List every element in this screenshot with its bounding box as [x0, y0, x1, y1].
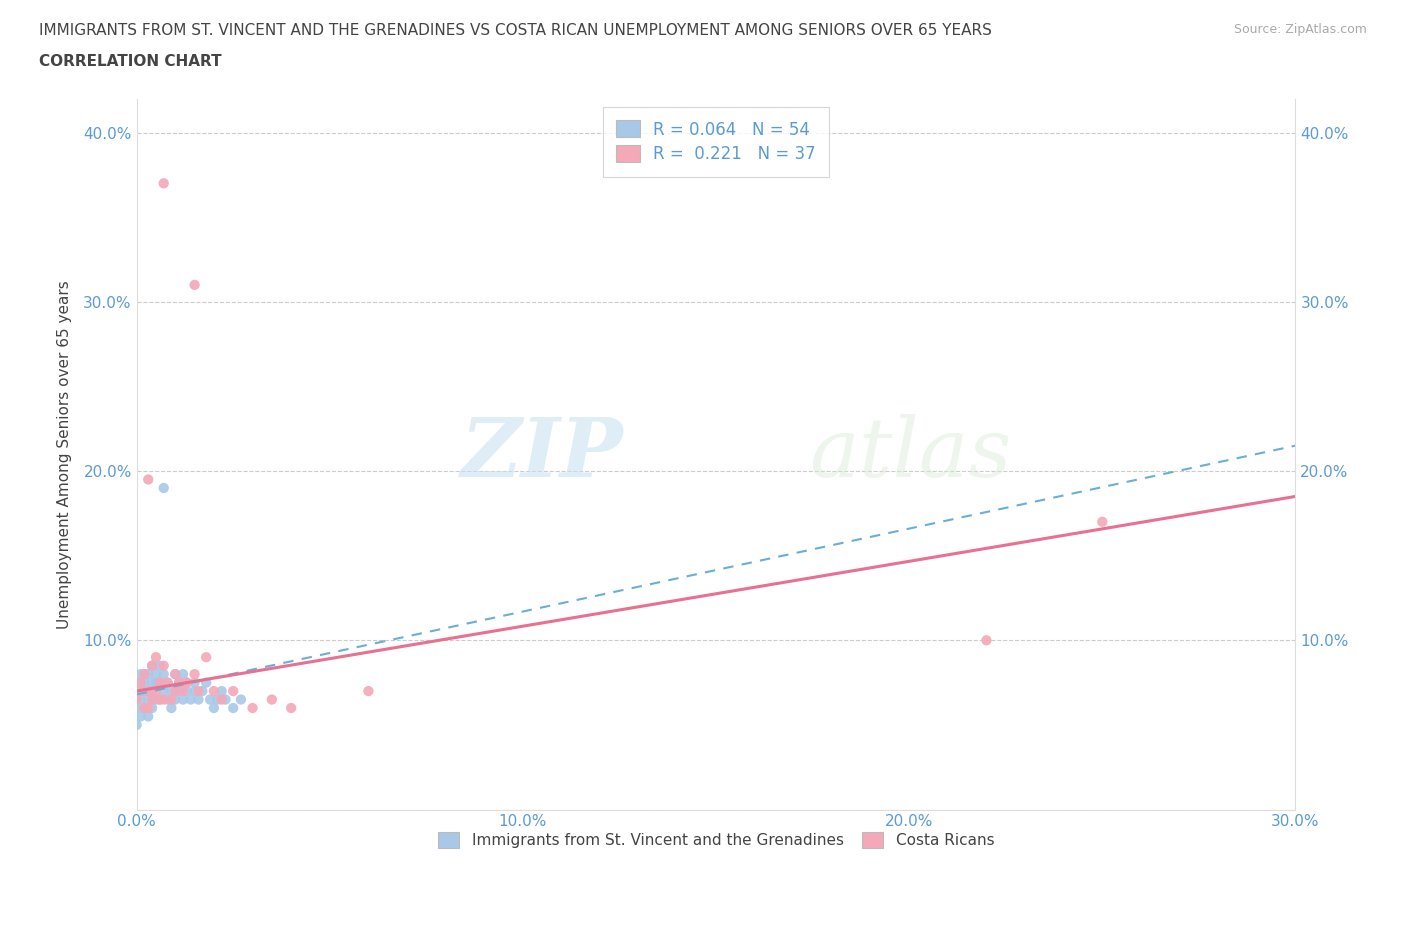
Point: [136, 684, 159, 698]
Point: [167, 675, 190, 690]
Point: [145, 650, 167, 665]
Point: [1091, 514, 1114, 529]
Point: [167, 675, 190, 690]
Point: [180, 692, 202, 707]
Point: [160, 692, 183, 707]
Point: [152, 667, 174, 682]
Point: [176, 675, 198, 690]
Point: [136, 684, 159, 698]
Point: [172, 692, 194, 707]
Point: [129, 692, 152, 707]
Point: [125, 717, 148, 732]
Point: [129, 675, 152, 690]
Point: [134, 700, 156, 715]
Point: [152, 481, 174, 496]
Point: [145, 692, 167, 707]
Point: [202, 684, 225, 698]
Point: [134, 667, 156, 682]
Point: [134, 667, 156, 682]
Point: [183, 675, 205, 690]
Point: [129, 675, 152, 690]
Point: [149, 675, 172, 690]
Point: [172, 684, 194, 698]
Point: [176, 684, 198, 698]
Point: [176, 675, 198, 690]
Point: [211, 684, 233, 698]
Point: [156, 692, 179, 707]
Point: [145, 684, 167, 698]
Point: [260, 692, 283, 707]
Point: [136, 472, 159, 487]
Point: [129, 667, 152, 682]
Point: [191, 684, 214, 698]
Point: [195, 675, 218, 690]
Point: [187, 684, 209, 698]
Point: [149, 675, 172, 690]
Point: [152, 684, 174, 698]
Point: [222, 684, 245, 698]
Point: [165, 692, 187, 707]
Point: [152, 692, 174, 707]
Point: [136, 667, 159, 682]
Point: [145, 675, 167, 690]
Point: [149, 692, 172, 707]
Point: [207, 692, 229, 707]
Point: [156, 675, 179, 690]
Point: [229, 692, 252, 707]
Point: [125, 700, 148, 715]
Point: [129, 684, 152, 698]
Text: IMMIGRANTS FROM ST. VINCENT AND THE GRENADINES VS COSTA RICAN UNEMPLOYMENT AMONG: IMMIGRANTS FROM ST. VINCENT AND THE GREN…: [39, 23, 993, 38]
Point: [198, 692, 221, 707]
Point: [242, 700, 264, 715]
Point: [976, 632, 998, 647]
Point: [160, 684, 183, 698]
Text: CORRELATION CHART: CORRELATION CHART: [39, 54, 222, 69]
Point: [183, 277, 205, 292]
Point: [195, 650, 218, 665]
Legend: Immigrants from St. Vincent and the Grenadines, Costa Ricans: Immigrants from St. Vincent and the Gren…: [427, 821, 1005, 858]
Point: [183, 667, 205, 682]
Text: ZIP: ZIP: [461, 414, 623, 494]
Point: [187, 692, 209, 707]
Point: [141, 700, 163, 715]
Point: [141, 684, 163, 698]
Point: [149, 692, 172, 707]
Point: [156, 675, 179, 690]
Point: [134, 684, 156, 698]
Point: [183, 684, 205, 698]
Point: [141, 658, 163, 673]
Point: [141, 692, 163, 707]
Point: [129, 684, 152, 698]
Point: [152, 658, 174, 673]
Point: [134, 675, 156, 690]
Point: [125, 692, 148, 707]
Point: [202, 700, 225, 715]
Point: [136, 700, 159, 715]
Point: [160, 700, 183, 715]
Point: [149, 658, 172, 673]
Point: [145, 667, 167, 682]
Point: [134, 700, 156, 715]
Point: [280, 700, 302, 715]
Point: [165, 667, 187, 682]
Point: [152, 176, 174, 191]
Point: [165, 684, 187, 698]
Point: [129, 709, 152, 724]
Point: [172, 667, 194, 682]
Point: [214, 692, 236, 707]
Point: [357, 684, 380, 698]
Point: [136, 709, 159, 724]
Point: [136, 692, 159, 707]
Point: [165, 667, 187, 682]
Point: [211, 692, 233, 707]
Point: [125, 692, 148, 707]
Text: Source: ZipAtlas.com: Source: ZipAtlas.com: [1233, 23, 1367, 36]
Point: [167, 684, 190, 698]
Text: atlas: atlas: [808, 414, 1011, 494]
Point: [222, 700, 245, 715]
Point: [141, 658, 163, 673]
Y-axis label: Unemployment Among Seniors over 65 years: Unemployment Among Seniors over 65 years: [58, 280, 72, 629]
Point: [141, 675, 163, 690]
